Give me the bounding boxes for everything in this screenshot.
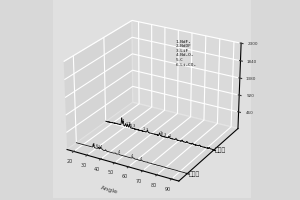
X-axis label: Angle: Angle xyxy=(100,185,119,195)
Text: 1-NdF₃
2-NdOF
3-LiF
4-Nd₂O₃
5-C
6-Li₂CO₃: 1-NdF₃ 2-NdOF 3-LiF 4-Nd₂O₃ 5-C 6-Li₂CO₃ xyxy=(175,40,196,67)
